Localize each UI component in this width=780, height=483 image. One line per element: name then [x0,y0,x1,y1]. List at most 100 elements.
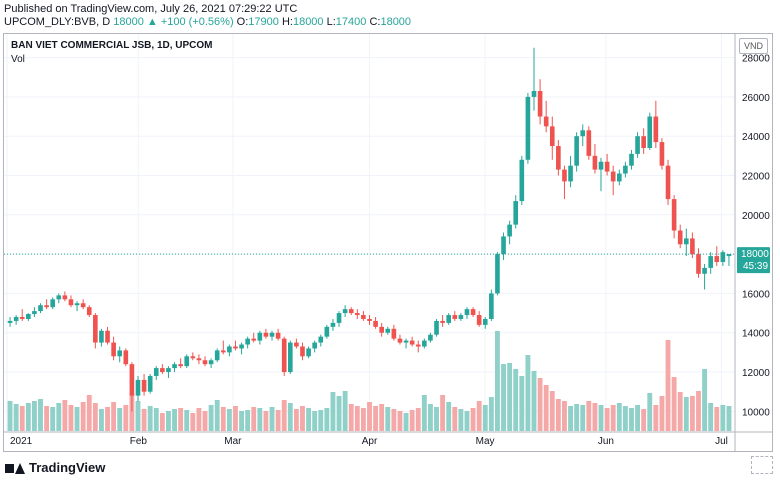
volume-bar [19,406,25,431]
volume-bar [147,406,153,431]
candle-body [239,344,244,349]
volume-bar [287,403,293,431]
snapshot-icon[interactable] [751,456,773,474]
volume-bar [31,401,37,431]
candle-body [68,299,74,306]
x-tick-label: Mar [224,436,242,447]
candle-body [74,303,80,306]
volume-bar [98,409,104,431]
y-tick-label: 26000 [742,93,770,104]
candle-body [111,342,116,357]
volume-bar [220,407,226,431]
volume-bar [135,401,141,431]
y-tick-label: 14000 [742,329,770,340]
candle-body [147,375,153,392]
candle-body [312,342,317,349]
candle-body [507,224,512,237]
candle-body [123,350,129,365]
candle-body [501,236,506,255]
volume-bar [257,408,263,431]
candle-body [647,116,653,148]
candle-body [665,165,671,200]
volume-bar [184,410,190,431]
volume-bar [543,385,549,431]
candle-body [19,317,25,319]
candle-body [342,309,348,314]
y-tick-label: 28000 [742,54,770,65]
volume-bar [50,407,56,431]
candle-body [519,159,525,202]
candle-body [598,161,604,170]
volume-bar [446,402,452,431]
volume-bar [616,403,622,431]
y-tick-label: 22000 [742,172,770,183]
y-tick-label: 10000 [742,407,770,418]
volume-bar [141,409,147,431]
candle-body [525,96,531,160]
candle-body [324,326,330,337]
candle-body [610,171,616,182]
volume-bar [13,404,19,431]
candle-body [452,315,458,319]
candle-body [495,254,500,294]
volume-bar [373,406,379,431]
volume-bar [62,400,68,431]
volume-bar [111,402,117,431]
last-price-label: 18000 [741,249,769,260]
candle-body [531,90,537,97]
volume-bar [245,410,251,431]
volume-bar [641,409,647,431]
volume-bar [178,408,184,431]
volume-bar [501,364,506,431]
currency-button[interactable]: VND [739,38,768,54]
volume-bar [622,406,628,431]
volume-bar [239,411,244,431]
volume-bar [190,413,196,431]
volume-bar [385,407,391,431]
volume-bar [330,392,336,431]
candle-body [367,318,372,321]
candle-body [373,320,378,327]
low-value: 17400 [335,16,367,28]
candle-body [683,238,689,245]
candle-body [537,90,543,117]
volume-bar [495,331,500,431]
volume-bar [586,401,592,431]
candle-body [458,315,464,319]
x-tick-label: Apr [362,436,378,447]
volume-bar [629,408,634,431]
close-value: 18000 [380,16,412,28]
volume-bar [507,363,513,431]
candle-body [318,336,324,343]
open-label: O: [236,16,249,28]
high-value: 18000 [292,16,324,28]
volume-bar [281,400,287,431]
volume-bar [159,413,165,431]
volume-bar [263,411,269,431]
candle-body [422,340,427,347]
candle-body [348,309,354,314]
candle-body [306,348,311,357]
volume-bar [44,406,50,431]
volume-bar [233,406,238,431]
volume-bar [708,403,714,431]
open-value: 17900 [248,16,279,28]
candle-body [44,305,49,308]
volume-bar [68,405,74,431]
x-tick-label: 2021 [10,436,33,447]
volume-bar [342,391,348,431]
candle-body [702,267,707,274]
candle-body [202,360,208,365]
candle-body [62,295,68,300]
candle-body [580,130,586,137]
candle-body [172,364,177,369]
candle-body [696,254,701,274]
candle-body [153,368,159,376]
volume-bar [525,355,531,431]
candle-body [391,328,397,339]
volume-bar [403,413,409,431]
candle-body [251,338,257,341]
volume-bar [702,369,708,431]
y-tick-label: 20000 [742,211,770,222]
